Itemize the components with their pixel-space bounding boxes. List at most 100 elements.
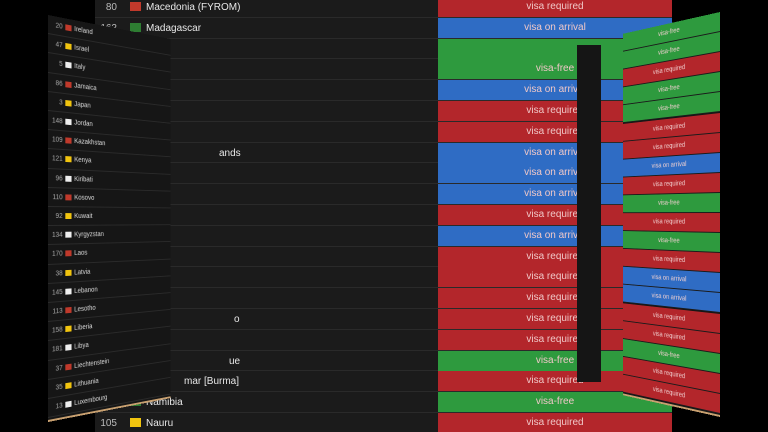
right-status-panel: visa-free visa-free visa required visa-free… [622, 12, 720, 417]
country-row: visa on arrival [95, 163, 672, 185]
country-name: Kuwait [74, 213, 93, 220]
rank: 170 [51, 250, 63, 259]
country-name: Liechtenstein [74, 357, 110, 370]
visa-status: visa on arrival [438, 142, 672, 163]
country-name: Lesotho [74, 304, 96, 314]
visa-status: visa-free [438, 350, 672, 371]
country-name: Kosovo [74, 194, 95, 202]
rank: 145 [51, 288, 63, 297]
country-row: 110 Kosovo [48, 187, 171, 209]
flag-icon [65, 62, 72, 69]
country-name: Nauru [146, 418, 174, 429]
flag-icon [65, 288, 72, 295]
visa-status: visa required [438, 329, 672, 350]
flag-icon [65, 306, 72, 314]
visa-status: visa required [438, 205, 672, 225]
country-row: 162Madagascarvisa on arrival [95, 17, 672, 39]
rank: 86 [55, 79, 63, 88]
rank: 38 [55, 269, 63, 278]
country-name: Jamaica [74, 82, 97, 92]
visa-status: visa required [622, 213, 720, 234]
country-row: mar [Burma] visa required [95, 371, 672, 393]
visa-status: visa required [438, 246, 672, 267]
flag-icon [65, 382, 72, 389]
rank: 5 [59, 61, 63, 69]
flag-icon [65, 363, 72, 371]
flag-icon [130, 22, 141, 32]
country-name: Latvia [74, 268, 91, 277]
visa-status: visa on arrival [438, 184, 672, 205]
visa-status: visa on arrival [438, 80, 672, 101]
rank: 96 [55, 174, 63, 183]
rank: 113 [52, 307, 63, 316]
flag-icon [65, 325, 72, 333]
visa-status: visa required [438, 0, 672, 17]
country-row: ue visa-free [95, 350, 672, 372]
rank: 110 [52, 193, 63, 202]
country-row: ands visa on arrival [95, 142, 672, 164]
country-row: 120Namibiavisa-free [95, 392, 672, 413]
visa-status: visa-free [622, 192, 720, 214]
visa-status: visa-free [438, 392, 672, 413]
country-row: visa on arrival [95, 80, 672, 101]
visa-status: visa required [438, 371, 672, 392]
country-name: Lebanon [74, 286, 98, 295]
flag-icon [65, 80, 72, 88]
country-name: o [234, 314, 240, 325]
country-row: visa required [95, 288, 672, 309]
rank: 148 [51, 117, 63, 126]
country-name: Laos [74, 250, 88, 258]
country-row: visa required [95, 329, 672, 351]
flag-icon [130, 2, 141, 11]
visa-status: visa required [438, 288, 672, 309]
flag-icon [65, 194, 72, 201]
country-name: ands [219, 147, 241, 159]
rank: 181 [51, 345, 63, 354]
country-name: Luxembourg [74, 394, 108, 408]
flag-icon [65, 400, 72, 408]
country-name: Kenya [74, 156, 92, 165]
flag-icon [65, 156, 72, 163]
rank: 92 [55, 213, 63, 220]
country-row: 92 Kuwait [48, 207, 171, 227]
rank: 37 [55, 364, 63, 373]
country-name: Israel [74, 44, 90, 54]
country-name: Ireland [74, 25, 93, 37]
country-row: visa required [95, 205, 672, 226]
flag-icon [65, 250, 72, 257]
rank: 35 [55, 383, 63, 392]
rank: 109 [51, 136, 63, 145]
visa-status: visa required [438, 121, 672, 142]
rank: 20 [55, 22, 63, 31]
country-row: visa required [95, 101, 672, 122]
visa-status: visa required [438, 309, 672, 329]
visa-status: visa on arrival [438, 225, 672, 246]
visa-status: visa required [438, 101, 672, 121]
country-row: 80 Macedonia (FYROM) visa required [95, 0, 672, 18]
country-name: Namibia [146, 397, 183, 409]
left-country-panel: 20 Ireland 47 Israel 5 Italy 86 Jamaica 3 Japan 14… [48, 15, 171, 422]
visa-status: visa required [438, 267, 672, 288]
country-name: Kiribati [74, 175, 93, 184]
visa-status: visa required [438, 413, 672, 432]
visa-status: visa on arrival [438, 17, 672, 38]
rank: 158 [51, 326, 63, 335]
rank: 80 [105, 2, 117, 13]
country-name: Kazakhstan [74, 138, 106, 148]
country-name: Macedonia (FYROM) [146, 2, 241, 13]
visa-status: visa on arrival [438, 163, 672, 184]
country-row: visa required [95, 246, 672, 268]
visa-status: visa required [622, 172, 720, 196]
country-name: Italy [74, 63, 86, 72]
flag-icon [65, 43, 72, 51]
country-name: Libya [74, 342, 89, 351]
country-row [95, 38, 672, 60]
country-name: mar [Burma] [184, 376, 240, 388]
country-row: 105 Nauru visa required [95, 413, 672, 432]
visa-status: visa-free [438, 59, 672, 80]
country-row: visa required [95, 121, 672, 143]
country-name: Kyrgyzstan [74, 231, 104, 239]
flag-icon [65, 231, 72, 238]
flag-icon [65, 175, 72, 182]
flag-icon [65, 118, 72, 126]
